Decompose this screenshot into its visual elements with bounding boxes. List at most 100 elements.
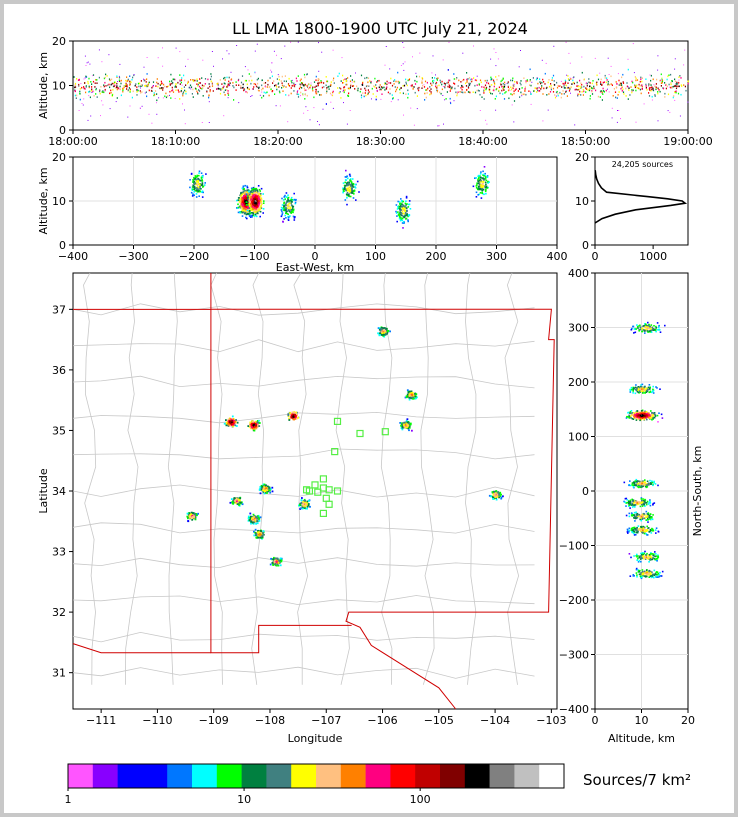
source-point	[290, 413, 293, 416]
source-point	[287, 196, 290, 199]
source-point	[250, 75, 252, 78]
source-point	[622, 82, 625, 84]
source-point	[495, 52, 497, 53]
source-point	[555, 95, 557, 97]
source-point	[476, 75, 478, 77]
source-point	[644, 391, 646, 394]
source-point	[474, 177, 476, 179]
source-point	[103, 77, 105, 80]
source-point	[289, 207, 291, 209]
source-point	[110, 83, 112, 86]
source-point	[492, 79, 495, 82]
source-point	[386, 332, 389, 334]
source-point	[480, 183, 482, 186]
source-point	[404, 212, 407, 214]
source-point	[581, 91, 583, 93]
source-point	[547, 81, 549, 84]
source-point	[484, 175, 487, 177]
source-point	[396, 86, 398, 89]
source-point	[125, 85, 127, 87]
source-point	[256, 532, 259, 534]
source-point	[475, 187, 478, 189]
source-point	[400, 427, 403, 429]
source-point	[639, 84, 641, 87]
source-point	[351, 188, 353, 190]
source-point	[645, 328, 648, 331]
source-point	[345, 188, 347, 191]
source-point	[657, 55, 659, 57]
source-point	[207, 78, 209, 81]
source-point	[242, 186, 245, 188]
source-point	[445, 98, 447, 100]
source-point	[227, 90, 229, 92]
source-point	[114, 84, 116, 87]
source-point	[639, 389, 642, 391]
source-point	[349, 173, 351, 176]
source-point	[636, 412, 638, 415]
source-point	[78, 83, 80, 86]
source-point	[258, 87, 260, 89]
source-point	[88, 85, 90, 88]
source-point	[652, 484, 654, 487]
source-point	[258, 425, 261, 427]
source-point	[648, 88, 650, 90]
source-point	[251, 212, 253, 214]
source-point	[208, 94, 210, 96]
source-point	[81, 86, 83, 89]
source-point	[226, 89, 228, 91]
source-point	[199, 190, 201, 192]
source-point	[240, 87, 242, 89]
source-point	[250, 197, 253, 199]
source-point	[102, 90, 104, 92]
source-point	[157, 85, 159, 88]
source-point	[319, 94, 321, 96]
source-point	[143, 79, 145, 82]
source-point	[349, 110, 351, 111]
source-point	[352, 189, 354, 192]
source-point	[373, 85, 375, 87]
source-point	[634, 414, 636, 416]
source-point	[473, 45, 474, 47]
source-point	[479, 93, 481, 96]
source-point	[107, 84, 109, 87]
source-point	[257, 82, 259, 85]
source-point	[632, 43, 634, 45]
source-point	[345, 78, 347, 80]
source-point	[556, 81, 558, 84]
source-point	[570, 78, 572, 80]
source-point	[318, 42, 319, 44]
source-point	[639, 88, 641, 91]
source-point	[253, 530, 255, 533]
source-point	[454, 87, 456, 90]
source-point	[196, 90, 198, 93]
source-point	[632, 325, 634, 328]
county-line	[72, 595, 535, 606]
source-point	[134, 84, 136, 87]
source-point	[141, 91, 143, 93]
source-point	[343, 188, 346, 190]
source-point	[542, 78, 544, 81]
source-point	[294, 202, 297, 205]
source-point	[345, 169, 347, 172]
source-point	[596, 74, 598, 77]
source-point	[402, 92, 404, 95]
source-point	[257, 530, 260, 533]
source-point	[552, 87, 555, 90]
source-point	[401, 212, 403, 215]
source-point	[648, 83, 650, 85]
source-point	[407, 427, 410, 430]
source-point	[480, 184, 483, 187]
source-point	[408, 203, 410, 206]
source-point	[129, 80, 131, 83]
source-point	[257, 536, 259, 539]
source-point	[651, 480, 653, 482]
source-point	[460, 87, 462, 89]
source-point	[118, 76, 121, 79]
source-point	[283, 196, 286, 198]
source-point	[86, 62, 88, 64]
source-point	[284, 204, 287, 207]
source-point	[126, 84, 128, 86]
source-point	[264, 86, 266, 88]
source-point	[638, 414, 640, 417]
source-point	[556, 90, 558, 93]
